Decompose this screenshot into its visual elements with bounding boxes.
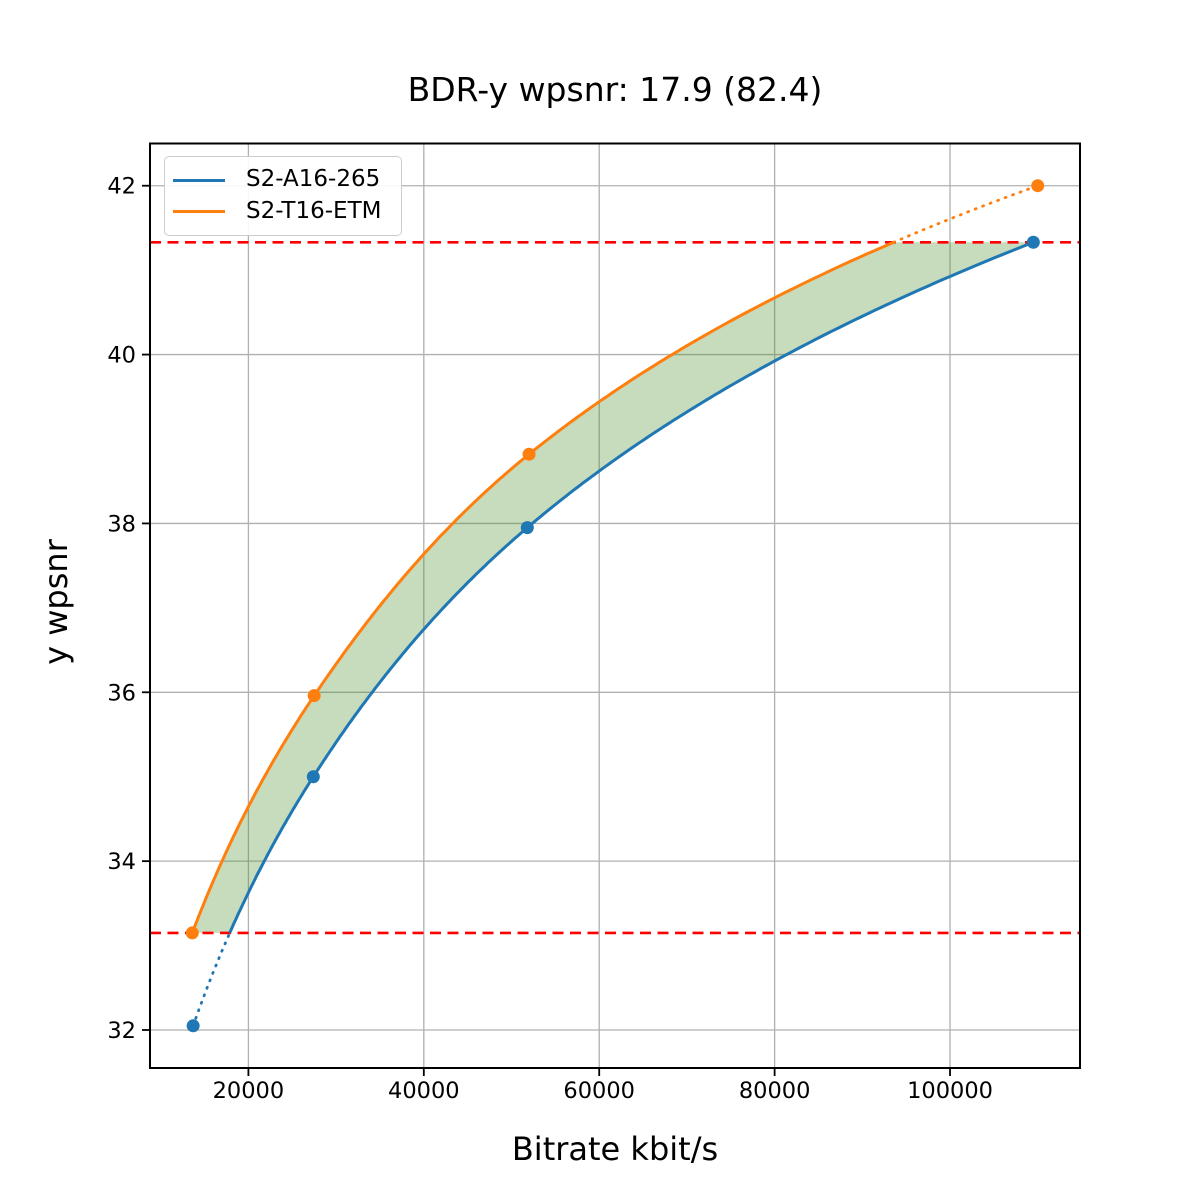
series-s2-t16-etm — [185, 179, 1045, 940]
legend-item-label: S2-T16-ETM — [246, 198, 382, 225]
series-curve — [190, 240, 895, 934]
legend: S2-A16-265 S2-T16-ETM — [164, 156, 402, 236]
y-tick-label: 40 — [107, 343, 136, 369]
y-tick-label: 34 — [107, 849, 136, 875]
data-point-marker — [1031, 179, 1045, 193]
legend-item-label: S2-A16-265 — [246, 166, 381, 193]
legend-item-s2-t16-etm: S2-T16-ETM — [173, 198, 401, 225]
x-axis-label: Bitrate kbit/s — [511, 1130, 719, 1168]
y-tick-label: 36 — [107, 680, 136, 706]
data-point-marker — [520, 521, 534, 535]
x-tick-label: 60000 — [563, 1078, 635, 1104]
grid — [150, 143, 1080, 1068]
x-tick-label: 80000 — [739, 1078, 811, 1104]
legend-item-s2-a16-265: S2-A16-265 — [173, 167, 401, 192]
data-point-marker — [307, 689, 321, 703]
bd-overlap-fill — [192, 242, 1034, 933]
ticks: 20000 40000 60000 80000 100000 32 34 36 38 40 42 — [107, 174, 993, 1104]
data-point-marker — [1026, 235, 1040, 249]
legend-line-sample-orange — [173, 210, 225, 214]
data-point-marker — [185, 926, 199, 940]
series-dotted-extension — [892, 184, 1040, 244]
series-s2-a16-265 — [186, 235, 1040, 1033]
axes-spines — [149, 142, 1081, 1069]
y-tick-label: 32 — [107, 1018, 136, 1044]
x-tick-label: 100000 — [907, 1078, 993, 1104]
series-curve — [228, 240, 1034, 934]
data-point-marker — [186, 1019, 200, 1033]
y-tick-label: 38 — [107, 511, 136, 537]
chart-title: BDR-y wpsnr: 17.9 (82.4) — [407, 70, 823, 109]
data-point-marker — [522, 447, 536, 461]
x-tick-label: 20000 — [213, 1078, 285, 1104]
legend-line-sample-blue — [173, 178, 225, 182]
x-tick-label: 40000 — [388, 1078, 460, 1104]
series-dotted-extension — [191, 931, 232, 1028]
y-tick-label: 42 — [107, 174, 136, 200]
data-point-marker — [306, 770, 320, 784]
